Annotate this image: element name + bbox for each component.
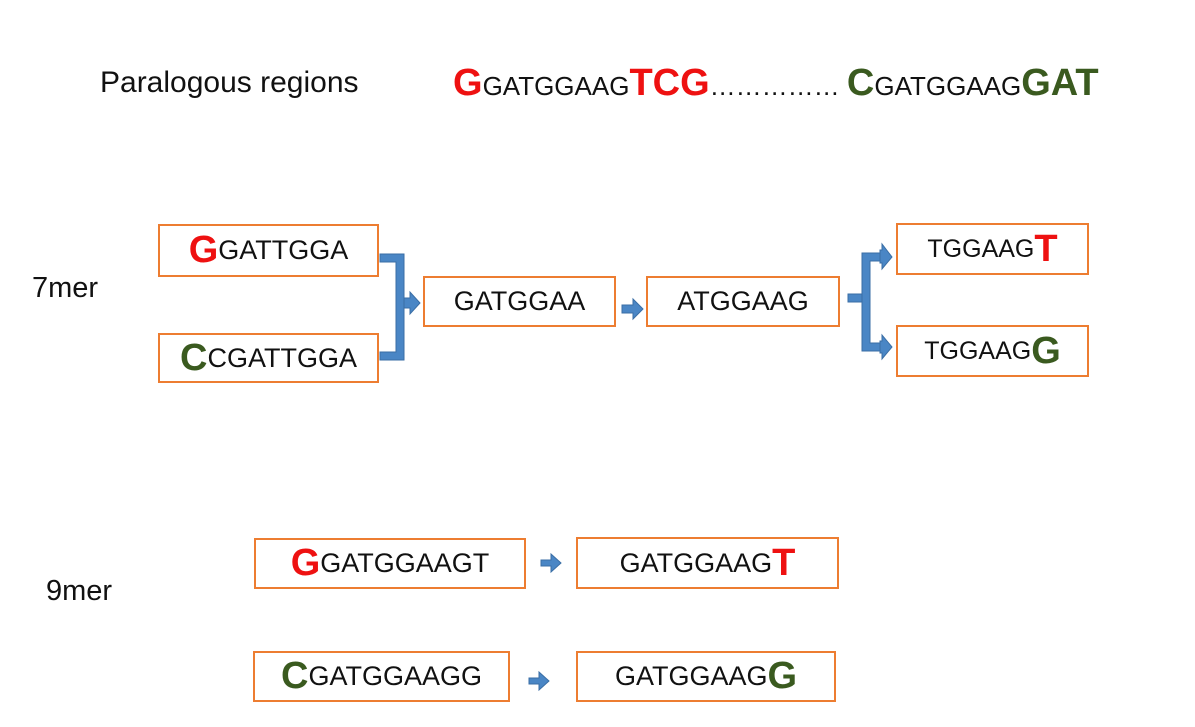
mid-arrow-icon bbox=[621, 297, 644, 321]
paralog-dots: …………… bbox=[709, 71, 840, 101]
7mer-input-bottom-box: C CGATTGGA bbox=[158, 333, 379, 383]
9mer-top-output-big: T bbox=[772, 541, 796, 584]
7mer-output-bottom-box: TGGAAG G bbox=[896, 325, 1089, 377]
9mer-bottom-input-rest: GATGGAAGG bbox=[308, 661, 482, 691]
7mer-input-bottom-rest: CGATTGGA bbox=[207, 342, 357, 373]
9mer-top-input-big: G bbox=[290, 542, 321, 584]
paralog-sequence: GGATGGAAGTCG…………… CGATGGAAGGAT bbox=[453, 62, 1099, 105]
7mer-mid2-box: ATGGAAG bbox=[646, 276, 840, 327]
9mer-top-output-rest: GATGGAAG bbox=[619, 547, 773, 578]
paralog-right-first: C bbox=[846, 62, 875, 104]
7mer-output-bottom-rest: TGGAAG bbox=[924, 336, 1032, 365]
9mer-bottom-input-big: C bbox=[281, 655, 309, 697]
7mer-input-top-big: G bbox=[188, 229, 219, 271]
7mer-output-top-big: T bbox=[1034, 227, 1058, 270]
7mer-output-bottom-big: G bbox=[1031, 329, 1061, 372]
split-arrow-top-icon bbox=[879, 242, 893, 271]
paralogous-regions-label: Paralogous regions bbox=[100, 66, 359, 99]
9mer-top-arrow-icon bbox=[540, 552, 562, 574]
9mer-label: 9mer bbox=[46, 575, 113, 607]
7mer-output-top-rest: TGGAAG bbox=[927, 234, 1035, 263]
7mer-output-top-box: TGGAAG T bbox=[896, 223, 1089, 275]
9mer-bottom-input-box: C GATGGAAGG bbox=[253, 651, 510, 702]
9mer-bottom-arrow-icon bbox=[528, 670, 550, 692]
paralog-left-last: TCG bbox=[629, 62, 710, 104]
9mer-top-input-box: G GATGGAAGT bbox=[254, 538, 526, 589]
7mer-label: 7mer bbox=[32, 272, 99, 304]
7mer-input-top-rest: GATTGGA bbox=[218, 235, 349, 265]
split-stub bbox=[847, 293, 863, 303]
merge-bracket bbox=[379, 253, 405, 361]
paralog-right-last: GAT bbox=[1021, 62, 1099, 104]
merge-arrow-icon bbox=[403, 290, 421, 316]
7mer-mid1-box: GATGGAA bbox=[423, 276, 616, 327]
paralog-left-first: G bbox=[453, 62, 483, 104]
paralog-left-mid: GATGGAAG bbox=[482, 71, 630, 101]
split-bracket bbox=[861, 252, 881, 352]
9mer-top-output-box: GATGGAAG T bbox=[576, 537, 839, 589]
9mer-bottom-output-big: G bbox=[767, 655, 798, 697]
9mer-bottom-output-box: GATGGAAG G bbox=[576, 651, 836, 702]
split-arrow-bottom-icon bbox=[879, 333, 893, 361]
paralog-right-mid: GATGGAAG bbox=[874, 71, 1022, 101]
7mer-input-bottom-big: C bbox=[180, 336, 208, 379]
7mer-input-top-box: G GATTGGA bbox=[158, 224, 379, 277]
9mer-bottom-output-rest: GATGGAAG bbox=[614, 661, 768, 691]
9mer-top-input-rest: GATGGAAGT bbox=[320, 548, 490, 578]
